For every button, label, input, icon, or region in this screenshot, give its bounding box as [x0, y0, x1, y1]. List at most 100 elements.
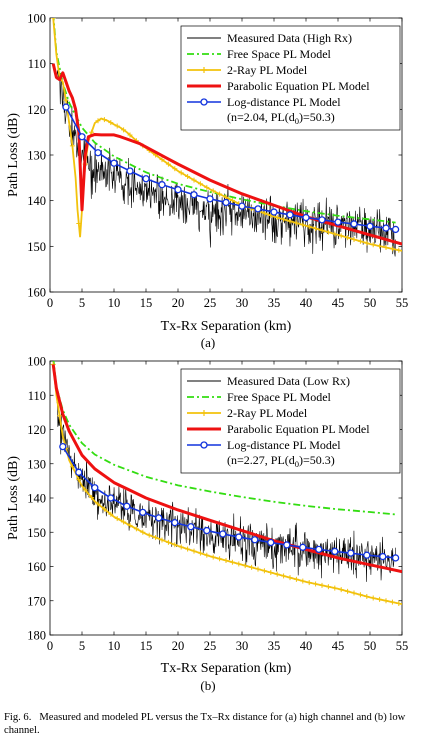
x-tick-label: 15 [140, 639, 153, 653]
series-2-ray-pl-model-marker [191, 177, 197, 183]
series-log-distance-pl-model-point [391, 554, 400, 562]
series-log-distance-pl-model-point [251, 536, 259, 544]
series-2-ray-pl-model-marker [319, 582, 325, 588]
series-2-ray-pl-model-marker [229, 559, 235, 565]
series-log-distance-pl-model-point [142, 175, 150, 183]
series-log-distance-pl-model-point [299, 543, 307, 551]
series-log-distance-pl-model-point [75, 468, 83, 476]
legend-label: Parabolic Equation PL Model [227, 79, 370, 93]
series-log-distance-pl-model-point [139, 508, 147, 517]
y-tick-label: 130 [27, 149, 46, 163]
series-2-ray-pl-model-marker [287, 218, 293, 224]
series-2-ray-pl-model-marker [364, 240, 370, 246]
series-log-distance-pl-model-point [174, 186, 182, 194]
panel-label-a: (a) [201, 335, 215, 350]
series-log-distance-pl-model-point [219, 530, 227, 538]
series-log-distance-pl-model-point [315, 545, 323, 554]
series-measured-data-high-rx-line [56, 69, 396, 257]
series-log-distance-pl-model-point [302, 213, 310, 222]
series-2-ray-pl-model-marker [197, 181, 203, 187]
series-2-ray-pl-model-marker [89, 495, 95, 501]
series-2-ray-pl-model-marker [210, 554, 216, 560]
legend-a: Measured Data (High Rx) Free Space PL Mod… [180, 25, 401, 131]
series-log-distance-pl-model-point [126, 167, 134, 175]
y-tick-label: 100 [27, 12, 46, 26]
series-2-ray-pl-model-marker [338, 233, 344, 239]
series-2-ray-pl-model-marker [63, 97, 69, 103]
x-tick-label: 40 [300, 639, 313, 653]
x-tick-label: 15 [140, 296, 153, 310]
series-log-distance-pl-model-point [94, 149, 102, 157]
series-2-ray-pl-model-marker [396, 247, 402, 253]
series-measured-data-low-rx-line [56, 385, 396, 582]
legend-label: Measured Data (Low Rx) [227, 374, 350, 388]
series-log-distance-pl-model-point [62, 103, 70, 111]
series-2-ray-pl-model-marker [255, 566, 261, 572]
y-tick-label: 150 [27, 240, 46, 254]
legend-label: Free Space PL Model [227, 390, 332, 404]
series-2-ray-pl-model-marker [69, 143, 75, 149]
legend-params-prefix: (n=2.27, PL(d [227, 453, 295, 467]
legend-label: 2-Ray PL Model [227, 406, 308, 420]
series-2-ray-pl-model-marker [261, 210, 267, 216]
x-tick-label: 20 [172, 296, 185, 310]
series-2-ray-pl-model-marker [114, 123, 120, 129]
legend-label-params: (n=2.27, PL(d0)=50.3) [227, 453, 335, 469]
series-2-ray-pl-model-marker [197, 550, 203, 556]
y-tick-label: 110 [28, 389, 46, 403]
x-tick-label: 35 [268, 639, 281, 653]
series-2-ray-pl-model-marker [377, 596, 383, 602]
y-tick-label: 170 [27, 594, 46, 608]
legend-entry: Log-distance PL Model(n=2.27, PL(d0)=50.… [187, 438, 341, 469]
y-axis-label-b: Path Loss (dB) [6, 456, 21, 540]
series-2-ray-pl-model-marker [159, 537, 165, 543]
series-log-distance-pl-model-point [391, 225, 400, 234]
series-2-ray-pl-model-marker [306, 224, 312, 230]
legend-params-subscript: 0 [295, 459, 299, 469]
legend-label: Log-distance PL Model [227, 95, 341, 109]
series-log-distance-pl-model-point [171, 519, 179, 527]
legend-params-suffix: )=50.3) [299, 110, 335, 124]
y-tick-label: 180 [27, 629, 46, 643]
series-2-ray-pl-model-marker [396, 600, 402, 606]
series-log-distance-pl-model-point [206, 195, 214, 203]
series-2-ray-pl-model-marker [383, 598, 389, 604]
series-2-ray-pl-model-marker [370, 595, 376, 601]
series-2-ray-pl-model-marker [364, 593, 370, 599]
y-tick-label: 120 [27, 103, 46, 117]
series-2-ray-pl-model-marker [108, 120, 114, 126]
series-2-ray-pl-model-marker [268, 569, 274, 575]
series-2-ray-pl-model-marker [172, 542, 178, 548]
series-2-ray-pl-model-marker [351, 590, 357, 596]
x-tick-label: 25 [204, 639, 217, 653]
series-2-ray-pl-model-marker [370, 242, 376, 248]
legend-entry: Measured Data (Low Rx) [187, 374, 350, 388]
series-2-ray-pl-model-marker [95, 118, 101, 124]
legend-params-suffix: )=50.3) [299, 453, 335, 467]
series-2-ray-pl-model-marker [319, 227, 325, 233]
legend-entry: Parabolic Equation PL Model [187, 79, 370, 93]
series-log-distance-pl-model-point [347, 549, 355, 557]
series-2-ray-pl-model-marker [210, 188, 216, 194]
series-2-ray-pl-model-marker [274, 571, 280, 577]
panel-label-b: (b) [200, 678, 215, 693]
x-tick-label: 30 [236, 639, 249, 653]
x-tick-label: 30 [236, 296, 249, 310]
series-log-distance-pl-model-point [286, 211, 294, 219]
series-2-ray-pl-model-marker [57, 413, 63, 419]
series-log-distance-pl-model-line [65, 106, 396, 231]
legend-label: 2-Ray PL Model [227, 63, 308, 77]
x-tick-label: 45 [332, 639, 345, 653]
series-2-ray-pl-model-marker [357, 592, 363, 598]
series-2-ray-pl-model-marker [178, 544, 184, 550]
y-ticks-b: 100 110 120 130 140 150 160 170 180 [27, 355, 402, 643]
series-log-distance-pl-model-point [366, 222, 374, 230]
series-2-ray-pl-model-marker [121, 127, 127, 133]
series-log-distance-pl-model-point [270, 208, 278, 216]
series-2-ray-pl-model-marker [377, 243, 383, 249]
series-log-distance-pl-model-point [78, 133, 86, 141]
caption-label: Fig. 6. [4, 712, 32, 723]
series-2-ray-pl-model-marker [313, 581, 319, 587]
series-2-ray-pl-model-marker [383, 244, 389, 250]
